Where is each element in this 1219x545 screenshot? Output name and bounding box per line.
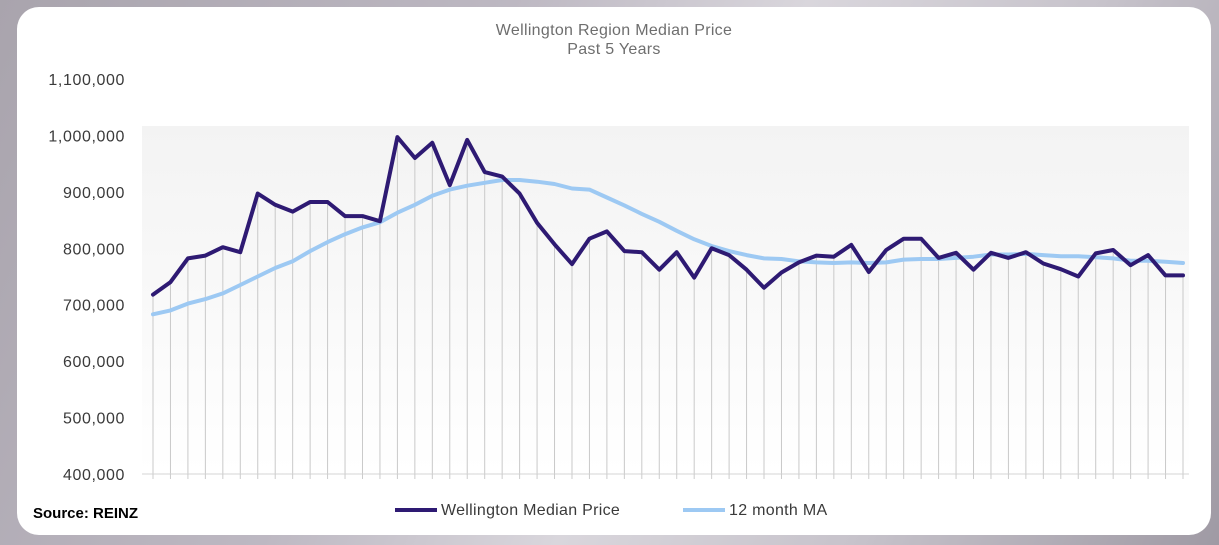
- series-layer: [151, 135, 1185, 317]
- series-line-median-price: [151, 135, 1185, 297]
- y-tick-label: 500,000: [63, 411, 125, 428]
- legend: Wellington Median Price 12 month MA: [395, 502, 827, 519]
- y-tick-label: 1,000,000: [48, 128, 125, 145]
- y-tick-label: 600,000: [63, 354, 125, 371]
- chart-card: Wellington Region Median Price Past 5 Ye…: [17, 7, 1211, 535]
- y-tick-label: 1,100,000: [48, 72, 125, 89]
- x-axis-ticks: [152, 474, 1184, 479]
- line-chart: Wellington Region Median Price Past 5 Ye…: [33, 22, 1189, 522]
- plot-area: [142, 126, 1189, 474]
- y-tick-label: 900,000: [63, 185, 125, 202]
- y-tick-label: 800,000: [63, 241, 125, 258]
- chart-title: Wellington Region Median Price: [496, 22, 732, 39]
- chart-subtitle: Past 5 Years: [567, 41, 660, 58]
- drop-lines: [152, 137, 1184, 474]
- source-label: Source: REINZ: [33, 505, 138, 522]
- legend-label-median: Wellington Median Price: [441, 502, 620, 519]
- y-axis: 400,000 500,000 600,000 700,000 800,000 900,0…: [48, 72, 125, 484]
- series-line-12-month-ma: [151, 178, 1185, 317]
- y-tick-label: 700,000: [63, 298, 125, 315]
- y-tick-label: 400,000: [63, 467, 125, 484]
- legend-label-ma: 12 month MA: [729, 502, 827, 519]
